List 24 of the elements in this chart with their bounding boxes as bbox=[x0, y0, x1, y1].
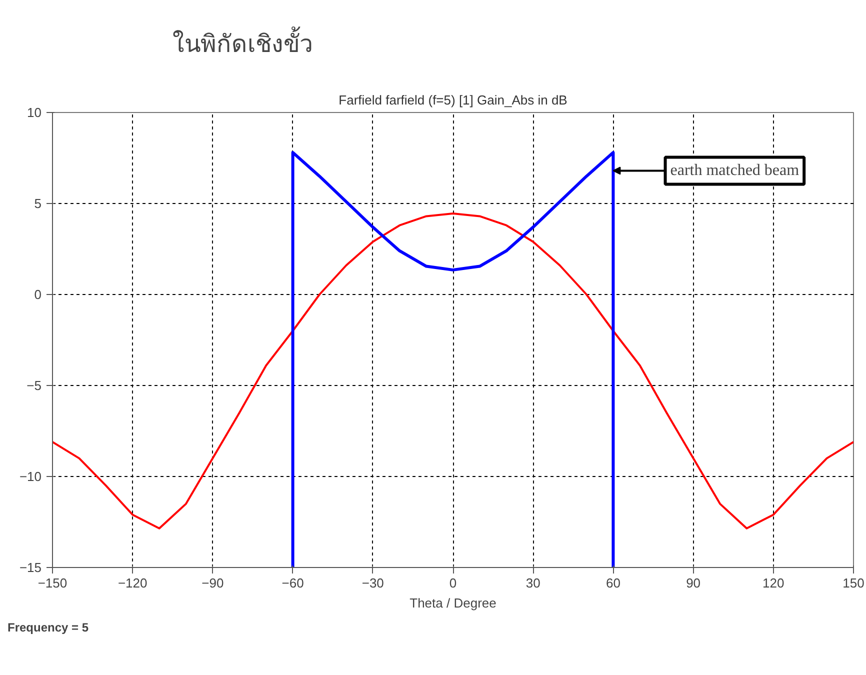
y-tick-label: 10 bbox=[27, 105, 42, 120]
y-tick-label: 5 bbox=[34, 196, 42, 211]
y-tick-label: 0 bbox=[34, 287, 42, 302]
x-tick-label: −120 bbox=[118, 576, 148, 590]
y-tick-label: −15 bbox=[19, 560, 42, 575]
x-tick-label: −150 bbox=[38, 576, 68, 590]
annotation: earth matched beam bbox=[670, 162, 800, 180]
text: Frequency = 5 bbox=[8, 620, 89, 634]
x-tick-label: −30 bbox=[362, 576, 384, 590]
x-tick-label: 0 bbox=[449, 576, 457, 590]
line-series bbox=[52, 212, 854, 530]
chart-title: Farfield farfield (f=5) [1] Gain_Abs in dB bbox=[338, 92, 568, 108]
x-tick-label: 30 bbox=[526, 576, 540, 590]
x-axis-title: Theta / Degree bbox=[410, 596, 496, 610]
x-tick-label: 120 bbox=[762, 576, 784, 590]
x-tick-label: 90 bbox=[686, 576, 701, 590]
y-tick-label: −5 bbox=[26, 378, 42, 393]
x-tick-label: 150 bbox=[842, 576, 864, 590]
text: ในพิกัดเชิงขั้ว bbox=[172, 26, 312, 58]
x-tick-label: 60 bbox=[606, 576, 620, 590]
x-tick-label: −60 bbox=[282, 576, 304, 590]
x-tick-label: −90 bbox=[202, 576, 224, 590]
y-tick-label: −10 bbox=[19, 469, 42, 484]
line-series bbox=[291, 151, 615, 568]
